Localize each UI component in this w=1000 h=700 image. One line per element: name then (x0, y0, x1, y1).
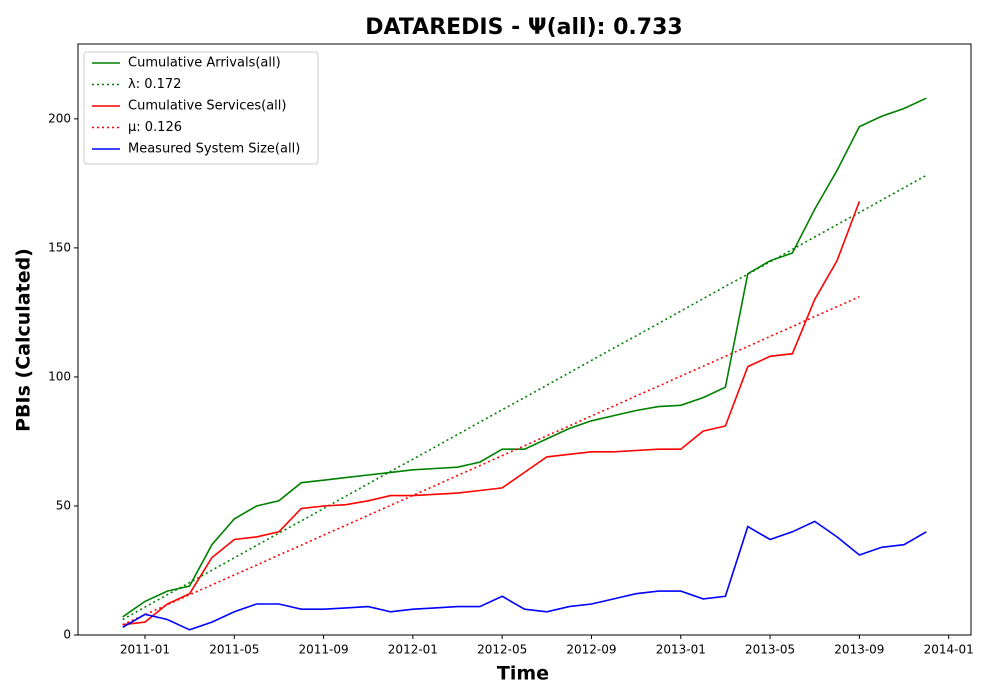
plot-frame (77, 43, 972, 636)
x-tick-label: 2013-09 (834, 643, 884, 657)
x-tick-label: 2011-01 (120, 643, 170, 657)
x-axis-label: Time (497, 663, 549, 685)
y-axis-label: PBIs (Calculated) (13, 248, 35, 432)
series-line (122, 520, 927, 631)
y-tick-label: 100 (48, 369, 71, 383)
legend-label: Measured System Size(all) (128, 142, 300, 157)
x-tick-label: 2012-05 (477, 643, 527, 657)
series-line (122, 174, 927, 621)
x-tick-label: 2011-05 (209, 643, 259, 657)
y-tick-label: 200 (48, 111, 71, 125)
legend-label: Cumulative Services(all) (128, 99, 286, 114)
y-tick-label: 50 (56, 498, 71, 512)
x-tick-label: 2011-09 (299, 643, 349, 657)
y-tick-label: 150 (48, 240, 71, 254)
y-tick-label: 0 (63, 628, 71, 642)
legend-label: Cumulative Arrivals(all) (128, 56, 281, 71)
series-line (122, 97, 927, 618)
chart-title: DATAREDIS - Ψ(all): 0.733 (365, 15, 682, 40)
legend-box (83, 51, 319, 165)
legend-label: λ: 0.172 (128, 77, 181, 92)
x-tick-label: 2014-01 (924, 643, 974, 657)
x-tick-label: 2012-09 (566, 643, 616, 657)
x-tick-label: 2012-01 (388, 643, 438, 657)
x-tick-label: 2013-01 (656, 643, 706, 657)
legend-label: μ: 0.126 (128, 120, 182, 135)
series-line (122, 201, 861, 626)
x-tick-label: 2013-05 (745, 643, 795, 657)
series-line (122, 295, 860, 626)
